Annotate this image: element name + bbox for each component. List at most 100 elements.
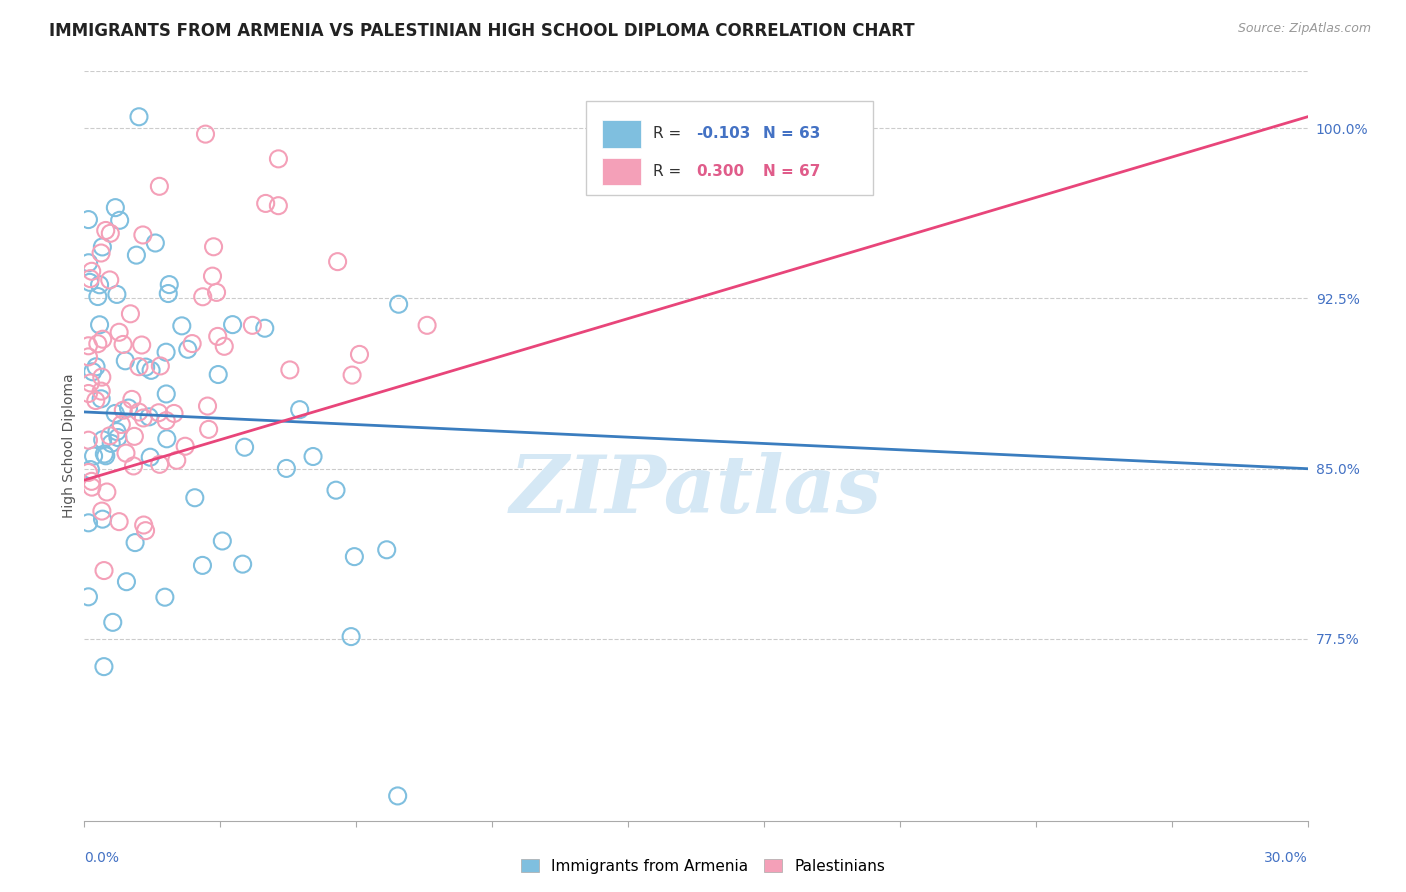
Point <box>253 321 276 335</box>
Point <box>77 433 100 447</box>
Point <box>387 789 409 803</box>
Point <box>101 615 124 630</box>
Point <box>288 402 311 417</box>
Point <box>163 407 186 421</box>
Point <box>340 368 363 383</box>
Point <box>104 201 127 215</box>
Point <box>181 336 204 351</box>
Point <box>267 152 290 166</box>
Point <box>110 417 132 432</box>
Point <box>177 343 200 357</box>
Point <box>117 401 139 415</box>
Point <box>207 329 229 343</box>
Point <box>191 290 214 304</box>
Point <box>375 542 398 557</box>
Point <box>202 240 225 254</box>
Point <box>100 436 122 450</box>
Point <box>340 630 363 644</box>
Point <box>91 433 114 447</box>
Point <box>90 504 112 518</box>
Point <box>91 332 114 346</box>
Point <box>94 223 117 237</box>
Point <box>155 414 177 428</box>
Point <box>325 483 347 498</box>
Point <box>108 213 131 227</box>
Point <box>77 256 100 270</box>
Point <box>197 422 219 436</box>
Point <box>98 273 121 287</box>
Point <box>90 392 112 406</box>
Point <box>77 466 100 480</box>
Point <box>77 516 100 530</box>
Point <box>149 458 172 472</box>
Text: R =: R = <box>654 126 686 141</box>
Point <box>124 429 146 443</box>
Point <box>105 287 128 301</box>
Text: R =: R = <box>654 163 686 178</box>
Point <box>157 277 180 292</box>
Text: N = 67: N = 67 <box>763 163 821 178</box>
Point <box>184 491 207 505</box>
Point <box>79 376 101 390</box>
Text: IMMIGRANTS FROM ARMENIA VS PALESTINIAN HIGH SCHOOL DIPLOMA CORRELATION CHART: IMMIGRANTS FROM ARMENIA VS PALESTINIAN H… <box>49 22 915 40</box>
Point <box>89 277 111 292</box>
Point <box>80 475 103 489</box>
Point <box>156 432 179 446</box>
FancyBboxPatch shape <box>602 120 641 148</box>
Point <box>90 370 112 384</box>
Point <box>135 524 157 538</box>
Point <box>240 318 263 333</box>
Point <box>201 269 224 284</box>
Point <box>132 411 155 425</box>
Point <box>194 127 217 141</box>
Point <box>207 368 229 382</box>
Legend: Immigrants from Armenia, Palestinians: Immigrants from Armenia, Palestinians <box>515 853 891 880</box>
Point <box>139 363 162 377</box>
Point <box>91 240 114 254</box>
FancyBboxPatch shape <box>586 102 873 195</box>
Point <box>115 574 138 589</box>
Point <box>132 518 155 533</box>
Point <box>77 212 100 227</box>
Point <box>79 462 101 476</box>
Point <box>90 384 112 398</box>
Point <box>115 446 138 460</box>
Point <box>82 365 104 379</box>
Point <box>416 318 439 333</box>
Point <box>276 461 298 475</box>
Point <box>349 347 371 361</box>
Point <box>91 512 114 526</box>
Point <box>166 453 188 467</box>
Point <box>233 440 256 454</box>
Point <box>105 425 128 439</box>
Point <box>83 449 105 463</box>
Text: -0.103: -0.103 <box>696 126 751 141</box>
Point <box>278 363 301 377</box>
Point <box>112 337 135 351</box>
Point <box>205 285 228 300</box>
Point <box>112 403 135 417</box>
Point <box>84 393 107 408</box>
Text: ZIPatlas: ZIPatlas <box>510 452 882 530</box>
Point <box>155 387 177 401</box>
Point <box>93 564 115 578</box>
Point <box>96 485 118 500</box>
Point <box>174 439 197 453</box>
Point <box>143 235 166 250</box>
Point <box>87 289 110 303</box>
Point <box>80 264 103 278</box>
Point <box>89 318 111 332</box>
Point <box>104 407 127 421</box>
Point <box>148 406 170 420</box>
Text: 30.0%: 30.0% <box>1264 851 1308 864</box>
Point <box>153 591 176 605</box>
Point <box>197 399 219 413</box>
Point <box>211 533 233 548</box>
Point <box>79 271 101 285</box>
Point <box>157 286 180 301</box>
Point <box>98 429 121 443</box>
Point <box>77 386 100 401</box>
Point <box>149 359 172 373</box>
Text: 0.300: 0.300 <box>696 163 744 178</box>
Point <box>155 345 177 359</box>
